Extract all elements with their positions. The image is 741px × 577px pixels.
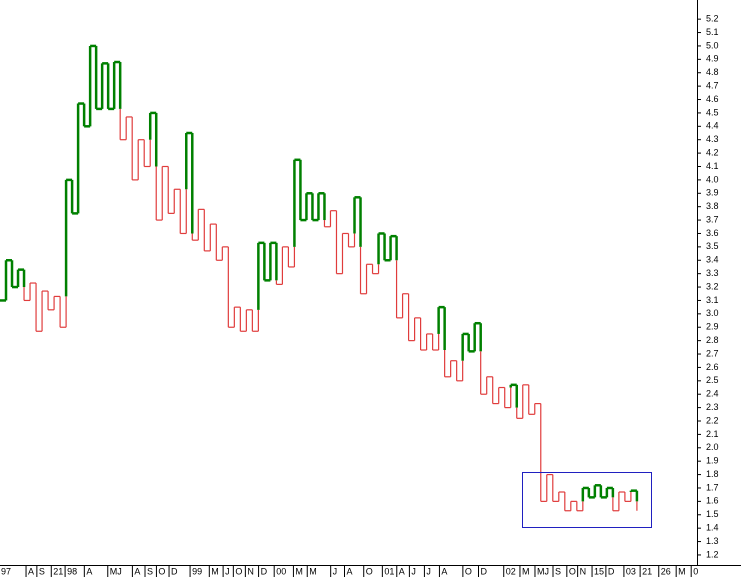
y-tick-label: 1.2: [706, 549, 719, 559]
y-tick-label: 5.1: [706, 27, 719, 37]
x-tick-label: M: [295, 566, 303, 576]
x-tick-label: 00: [276, 566, 286, 576]
y-tick-label: 4.0: [706, 174, 719, 184]
x-tick-label: J: [411, 566, 416, 576]
y-tick-label: 2.0: [706, 442, 719, 452]
x-tick-label: N: [580, 566, 587, 576]
x-tick-label: O: [465, 566, 472, 576]
y-tick-label: 3.6: [706, 228, 719, 238]
y-tick-label: 3.4: [706, 255, 719, 265]
y-tick-label: 2.2: [706, 415, 719, 425]
y-tick-label: 2.4: [706, 389, 719, 399]
y-tick-label: 1.8: [706, 469, 719, 479]
x-tick-label: A: [347, 566, 353, 576]
x-tick-label: A: [28, 566, 34, 576]
y-tick-label: 4.1: [706, 161, 719, 171]
x-tick-label: D: [608, 566, 615, 576]
y-tick-label: 3.8: [706, 201, 719, 211]
x-tick-label: 03: [626, 566, 636, 576]
x-tick-label: M: [309, 566, 317, 576]
y-tick-label: 1.7: [706, 482, 719, 492]
y-tick-label: 3.0: [706, 308, 719, 318]
x-tick-label: 02: [506, 566, 516, 576]
y-tick-label: 2.3: [706, 402, 719, 412]
x-tick-label: M: [211, 566, 219, 576]
x-tick-label: N: [247, 566, 254, 576]
x-tick-label: 21: [53, 566, 63, 576]
x-tick-label: 01: [384, 566, 394, 576]
y-tick-label: 4.8: [706, 67, 719, 77]
y-tick-label: 2.1: [706, 429, 719, 439]
x-tick-label: S: [147, 566, 153, 576]
x-tick-label: A: [441, 566, 447, 576]
y-tick-label: 4.7: [706, 81, 719, 91]
x-tick-label: J: [426, 566, 431, 576]
y-tick-label: 3.1: [706, 295, 719, 305]
plot: [0, 44, 639, 512]
y-tick-label: 1.4: [706, 523, 719, 533]
x-tick-label: 99: [192, 566, 202, 576]
x-tick-label: O: [366, 566, 373, 576]
x-tick-label: 0: [693, 566, 698, 576]
x-tick-label: M: [678, 566, 686, 576]
x-tick-label: O: [235, 566, 242, 576]
x-tick-label: A: [399, 566, 405, 576]
y-tick-label: 4.3: [706, 134, 719, 144]
y-tick-label: 3.2: [706, 281, 719, 291]
y-tick-label: 5.2: [706, 14, 719, 24]
x-tick-label: O: [158, 566, 165, 576]
x-tick-label: D: [261, 566, 268, 576]
y-tick-label: 2.7: [706, 348, 719, 358]
x-tick-label: O: [569, 566, 576, 576]
y-tick-label: 3.3: [706, 268, 719, 278]
x-tick-label: D: [171, 566, 178, 576]
x-tick-label: A: [86, 566, 92, 576]
y-tick-label: 5.0: [706, 40, 719, 50]
y-tick-label: 1.9: [706, 456, 719, 466]
y-tick-label: 4.2: [706, 147, 719, 157]
y-tick-label: 4.6: [706, 94, 719, 104]
y-tick-label: 1.3: [706, 536, 719, 546]
x-tick-label: 15: [594, 566, 604, 576]
x-tick-label: J: [225, 566, 230, 576]
x-tick-label: M: [522, 566, 530, 576]
x-tick-label: 97: [1, 566, 11, 576]
x-tick-label: MJ: [537, 566, 549, 576]
x-tick-label: A: [134, 566, 140, 576]
x-tick-label: S: [555, 566, 561, 576]
y-tick-label: 2.8: [706, 335, 719, 345]
y-tick-label: 1.6: [706, 496, 719, 506]
x-tick-label: 21: [642, 566, 652, 576]
x-tick-label: MJ: [110, 566, 122, 576]
y-tick-label: 3.7: [706, 214, 719, 224]
y-tick-label: 2.6: [706, 362, 719, 372]
y-tick-label: 4.9: [706, 54, 719, 64]
x-tick-label: 98: [67, 566, 77, 576]
y-tick-label: 3.9: [706, 188, 719, 198]
y-tick-label: 2.9: [706, 322, 719, 332]
y-tick-label: 3.5: [706, 241, 719, 251]
x-tick-label: D: [480, 566, 487, 576]
x-tick-label: 26: [661, 566, 671, 576]
highlight-box: [522, 472, 652, 528]
x-tick-label: S: [39, 566, 45, 576]
y-tick-label: 4.4: [706, 121, 719, 131]
y-tick-label: 4.5: [706, 107, 719, 117]
x-tick-label: J: [333, 566, 338, 576]
y-tick-label: 2.5: [706, 375, 719, 385]
y-tick-label: 1.5: [706, 509, 719, 519]
